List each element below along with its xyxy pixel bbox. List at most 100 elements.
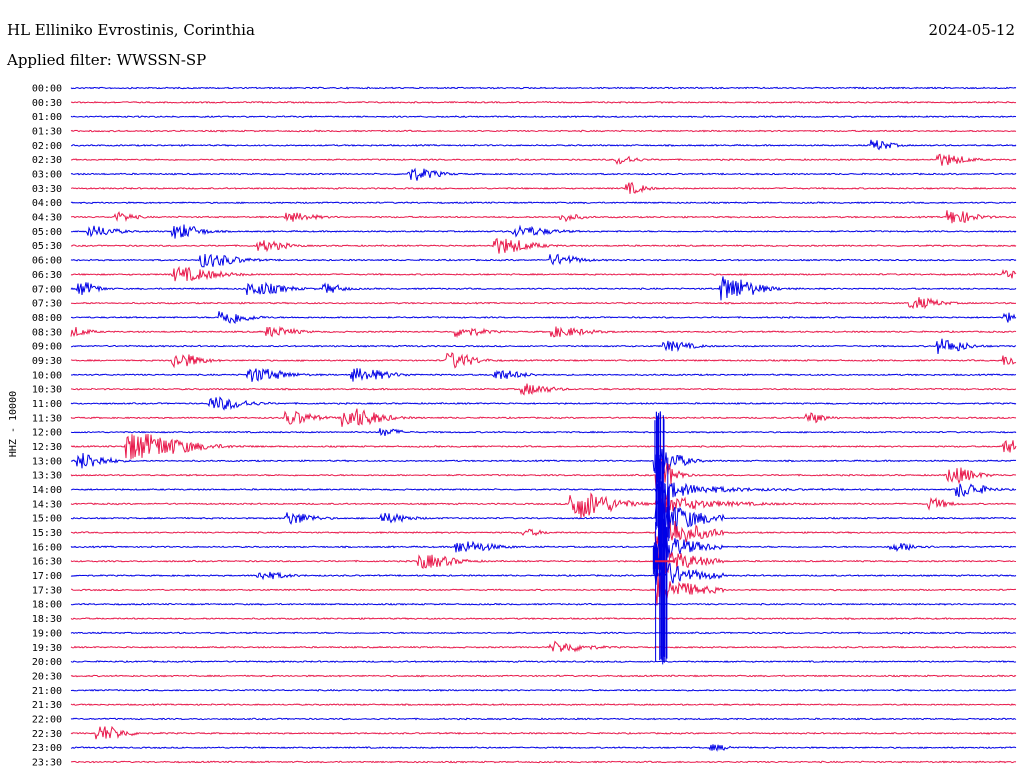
trace-line: [70, 129, 1017, 133]
time-tick-labels: 00:00 00:30 01:00 01:30 02:00 02:30 03:00 03:30…: [32, 84, 62, 769]
time-label: 00:00: [32, 84, 62, 95]
time-label: 09:30: [32, 356, 62, 367]
time-label: 20:30: [32, 671, 62, 682]
trace-line: [70, 201, 1017, 205]
time-label: 19:30: [32, 643, 62, 654]
time-label: 03:00: [32, 170, 62, 181]
trace-line: [70, 660, 1017, 664]
time-label: 17:30: [32, 585, 62, 596]
time-label: 06:00: [32, 256, 62, 267]
time-label: 19:00: [32, 628, 62, 639]
time-label: 17:00: [32, 571, 62, 582]
trace-line: [70, 408, 1017, 427]
trace-line: [70, 352, 1017, 369]
trace-line: [70, 325, 1017, 339]
trace-line: [70, 458, 1017, 489]
trace-line: [70, 516, 1017, 554]
time-label: 02:30: [32, 155, 62, 166]
time-label: 04:00: [32, 198, 62, 209]
time-label: 00:30: [32, 98, 62, 109]
time-label: 12:30: [32, 442, 62, 453]
time-label: 01:30: [32, 127, 62, 138]
trace-line: [70, 617, 1017, 621]
time-label: 06:30: [32, 270, 62, 281]
time-label: 04:30: [32, 213, 62, 224]
trace-line: [70, 297, 1017, 310]
time-label: 11:30: [32, 413, 62, 424]
station-title: HL Elliniko Evrostinis, Corinthia: [7, 21, 255, 39]
trace-line: [70, 744, 1017, 752]
trace-line: [70, 447, 1017, 472]
time-label: 22:30: [32, 729, 62, 740]
trace-line: [70, 115, 1017, 119]
trace-line: [70, 760, 1017, 764]
trace-line: [70, 433, 1017, 460]
trace-line: [70, 237, 1017, 254]
trace-line: [70, 181, 1017, 194]
time-label: 20:00: [32, 657, 62, 668]
trace-line: [70, 266, 1017, 282]
trace-line: [70, 480, 1017, 501]
time-label: 22:00: [32, 714, 62, 725]
time-label: 16:00: [32, 542, 62, 553]
time-label: 18:00: [32, 600, 62, 611]
trace-line: [70, 428, 1017, 437]
filter-label: Applied filter: WWSSN-SP: [7, 51, 207, 69]
time-label: 02:00: [32, 141, 62, 152]
time-label: 11:00: [32, 399, 62, 410]
trace-line: [70, 631, 1017, 635]
trace-line: [70, 396, 1017, 411]
time-label: 05:30: [32, 241, 62, 252]
trace-line: [70, 725, 1017, 740]
time-label: 21:00: [32, 686, 62, 697]
trace-line: [70, 688, 1017, 692]
trace-line: [71, 224, 1017, 239]
time-label: 16:30: [32, 557, 62, 568]
time-label: 23:00: [32, 743, 62, 754]
time-label: 08:30: [32, 327, 62, 338]
time-label: 08:00: [32, 313, 62, 324]
time-label: 14:30: [32, 499, 62, 510]
trace-line: [70, 210, 1017, 224]
trace-line: [71, 368, 1017, 382]
trace-line: [70, 253, 1017, 268]
trace-line: [70, 558, 1017, 585]
time-label: 21:30: [32, 700, 62, 711]
trace-line: [70, 86, 1017, 90]
time-label: 01:00: [32, 112, 62, 123]
time-label: 12:00: [32, 428, 62, 439]
date-label: 2024-05-12: [928, 21, 1015, 39]
trace-line: [70, 338, 1017, 354]
trace-line: [70, 311, 1017, 324]
trace-line: [70, 153, 1017, 166]
time-label: 07:30: [32, 299, 62, 310]
time-label: 15:00: [32, 514, 62, 525]
trace-line: [70, 533, 1017, 561]
time-label: 14:00: [32, 485, 62, 496]
trace-line: [70, 167, 1017, 181]
trace-lines: [70, 86, 1017, 764]
trace-line: [70, 703, 1017, 707]
time-label: 23:30: [32, 757, 62, 768]
channel-axis-label: HHZ - 10000: [8, 391, 19, 457]
time-label: 07:00: [32, 284, 62, 295]
trace-line: [70, 492, 1017, 518]
time-label: 03:30: [32, 184, 62, 195]
trace-line: [70, 139, 1017, 151]
time-label: 09:00: [32, 342, 62, 353]
trace-line: [70, 674, 1017, 678]
trace-line: [70, 500, 1017, 534]
trace-line: [70, 383, 1017, 396]
time-label: 10:00: [32, 370, 62, 381]
time-label: 13:30: [32, 471, 62, 482]
trace-line: [70, 640, 1017, 653]
time-label: 15:30: [32, 528, 62, 539]
time-label: 18:30: [32, 614, 62, 625]
trace-line: [70, 100, 1017, 104]
time-label: 13:00: [32, 456, 62, 467]
trace-line: [70, 602, 1017, 606]
trace-line: [70, 276, 1017, 301]
trace-line: [70, 717, 1017, 721]
trace-line: [70, 542, 1017, 576]
